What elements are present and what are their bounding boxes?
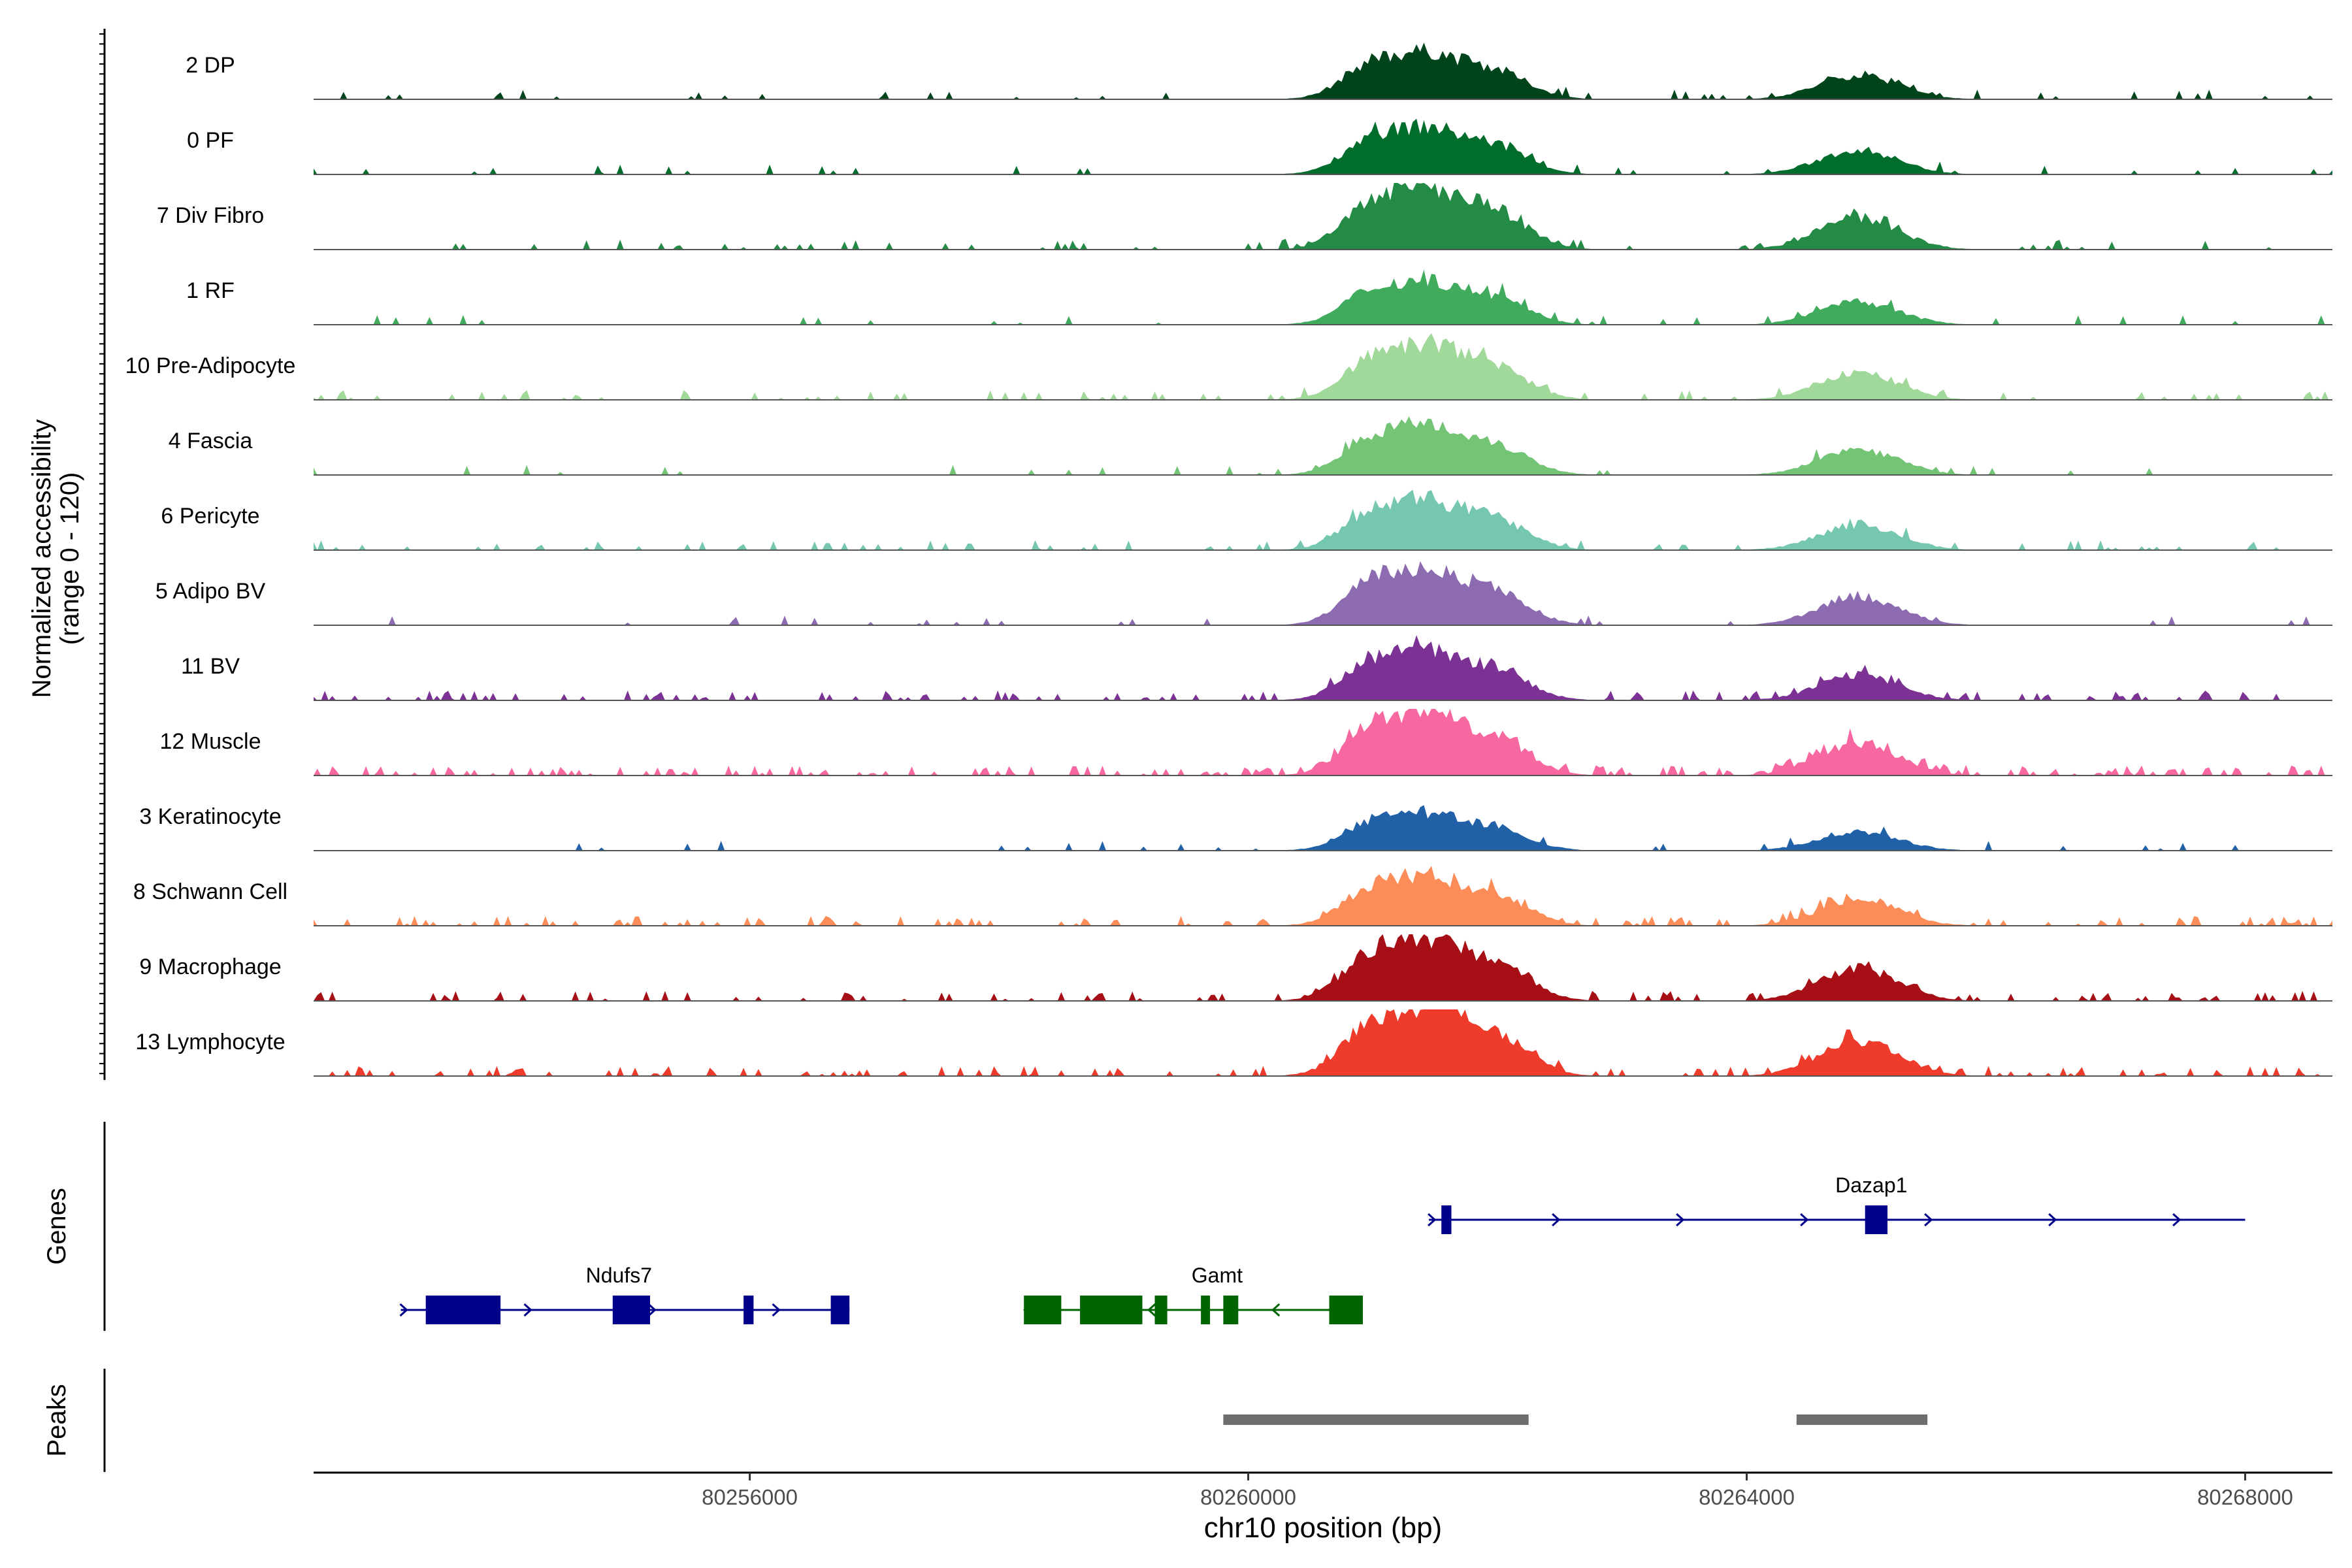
strand-arrow — [1147, 1303, 1156, 1317]
strand-arrow — [1800, 1213, 1809, 1227]
x-axis: 80256000 80260000 80264000 80268000 chr10 p… — [314, 1471, 2332, 1544]
track-11: 3 Keratinocyte — [139, 804, 2332, 851]
x-tick-label: 80268000 — [2197, 1485, 2293, 1509]
gene-exon — [1441, 1205, 1452, 1234]
gene-exon — [1201, 1296, 1211, 1324]
track-coverage-area — [314, 709, 2332, 776]
track-6: 4 Fascia — [169, 416, 2332, 476]
track-label: 9 Macrophage — [139, 955, 281, 979]
genes-panel: Genes Ndufs7 Gamt Dazap1 — [42, 1122, 2246, 1331]
track-coverage-area — [314, 270, 2332, 325]
strand-arrow — [1924, 1213, 1933, 1227]
peak-bars — [1223, 1414, 1928, 1425]
gene-name-label: Gamt — [1192, 1264, 1243, 1287]
x-tick-label: 80256000 — [702, 1485, 798, 1509]
gene-dazap1: Dazap1 — [1428, 1173, 2246, 1234]
track-coverage-area — [314, 635, 2332, 700]
gene-exon — [1329, 1296, 1363, 1324]
strand-arrow — [399, 1303, 408, 1317]
track-2: 0 PF — [187, 118, 2332, 175]
track-label: 2 DP — [186, 53, 235, 78]
gene-name-label: Dazap1 — [1835, 1173, 1907, 1197]
track-label: 13 Lymphocyte — [135, 1030, 285, 1054]
gene-gamt: Gamt — [1022, 1264, 1363, 1324]
peak-bar — [1796, 1414, 1928, 1425]
gene-models: Ndufs7 Gamt Dazap1 — [399, 1173, 2246, 1324]
y-axis-label-line2: (range 0 - 120) — [56, 472, 84, 645]
track-label: 5 Adipo BV — [155, 579, 266, 604]
strand-arrow — [1552, 1213, 1561, 1227]
gene-exon — [425, 1296, 501, 1324]
coverage-tracks: 2 DP 0 PF 7 Div Fibro 1 RF 10 Pre-Adipocyte 4… — [125, 42, 2332, 1077]
x-tick-label: 80264000 — [1699, 1485, 1795, 1509]
peak-bar — [1223, 1414, 1529, 1425]
track-10: 12 Muscle — [160, 709, 2332, 776]
gene-exon — [743, 1296, 754, 1324]
y-axis: Normalized accessibility (range 0 - 120) — [27, 29, 106, 1080]
track-coverage-area — [314, 489, 2332, 550]
track-9: 11 BV — [181, 635, 2332, 701]
strand-arrow — [2172, 1213, 2181, 1227]
track-12: 8 Schwann Cell — [133, 866, 2332, 926]
strand-arrow — [647, 1303, 657, 1317]
peaks-panel: Peaks — [42, 1369, 1928, 1472]
track-label: 11 BV — [181, 654, 240, 679]
track-label: 8 Schwann Cell — [133, 879, 287, 904]
track-coverage-area — [314, 805, 2332, 851]
track-13: 9 Macrophage — [139, 934, 2332, 1002]
track-5: 10 Pre-Adipocyte — [125, 333, 2332, 400]
track-8: 5 Adipo BV — [155, 561, 2332, 626]
track-coverage-area — [314, 561, 2332, 625]
track-coverage-area — [314, 416, 2332, 475]
gene-ndufs7: Ndufs7 — [399, 1264, 850, 1324]
gene-exon — [1865, 1205, 1887, 1234]
gene-exon — [1154, 1296, 1168, 1324]
y-axis-minor-ticks — [99, 33, 105, 1075]
track-coverage-area — [314, 42, 2332, 99]
track-label: 3 Keratinocyte — [139, 804, 281, 829]
track-coverage-area — [314, 1009, 2332, 1076]
gene-exon — [1024, 1296, 1062, 1324]
x-tick-label: 80260000 — [1200, 1485, 1296, 1509]
track-label: 6 Pericyte — [161, 504, 259, 529]
gene-exon — [830, 1296, 850, 1324]
gene-name-label: Ndufs7 — [586, 1264, 652, 1287]
track-14: 13 Lymphocyte — [135, 1009, 2332, 1077]
strand-arrow — [2048, 1213, 2057, 1227]
strand-arrow — [1676, 1213, 1685, 1227]
strand-arrow — [772, 1303, 781, 1317]
track-label: 0 PF — [187, 128, 234, 153]
gene-exon — [1080, 1296, 1143, 1324]
track-7: 6 Pericyte — [161, 489, 2332, 551]
gene-exon — [612, 1296, 650, 1324]
y-axis-label-line1: Normalized accessibility — [27, 419, 56, 698]
strand-arrow — [1428, 1213, 1437, 1227]
track-1: 2 DP — [186, 42, 2332, 100]
track-coverage-area — [314, 866, 2332, 926]
strand-arrow — [1271, 1303, 1281, 1317]
peaks-panel-label: Peaks — [42, 1384, 71, 1456]
track-4: 1 RF — [186, 270, 2332, 325]
track-label: 1 RF — [186, 278, 235, 303]
genes-panel-label: Genes — [42, 1188, 71, 1265]
track-label: 10 Pre-Adipocyte — [125, 353, 296, 378]
track-label: 12 Muscle — [160, 729, 261, 754]
gene-exon — [1223, 1296, 1239, 1324]
track-label: 4 Fascia — [169, 429, 253, 453]
track-label: 7 Div Fibro — [157, 203, 264, 228]
track-coverage-area — [314, 118, 2332, 174]
track-coverage-area — [314, 934, 2332, 1001]
x-axis-label: chr10 position (bp) — [1204, 1512, 1442, 1544]
x-axis-ticks: 80256000 80260000 80264000 80268000 — [702, 1473, 2293, 1509]
strand-arrow — [523, 1303, 532, 1317]
track-3: 7 Div Fibro — [157, 183, 2332, 250]
track-coverage-area — [314, 333, 2332, 400]
track-coverage-area — [314, 183, 2332, 250]
